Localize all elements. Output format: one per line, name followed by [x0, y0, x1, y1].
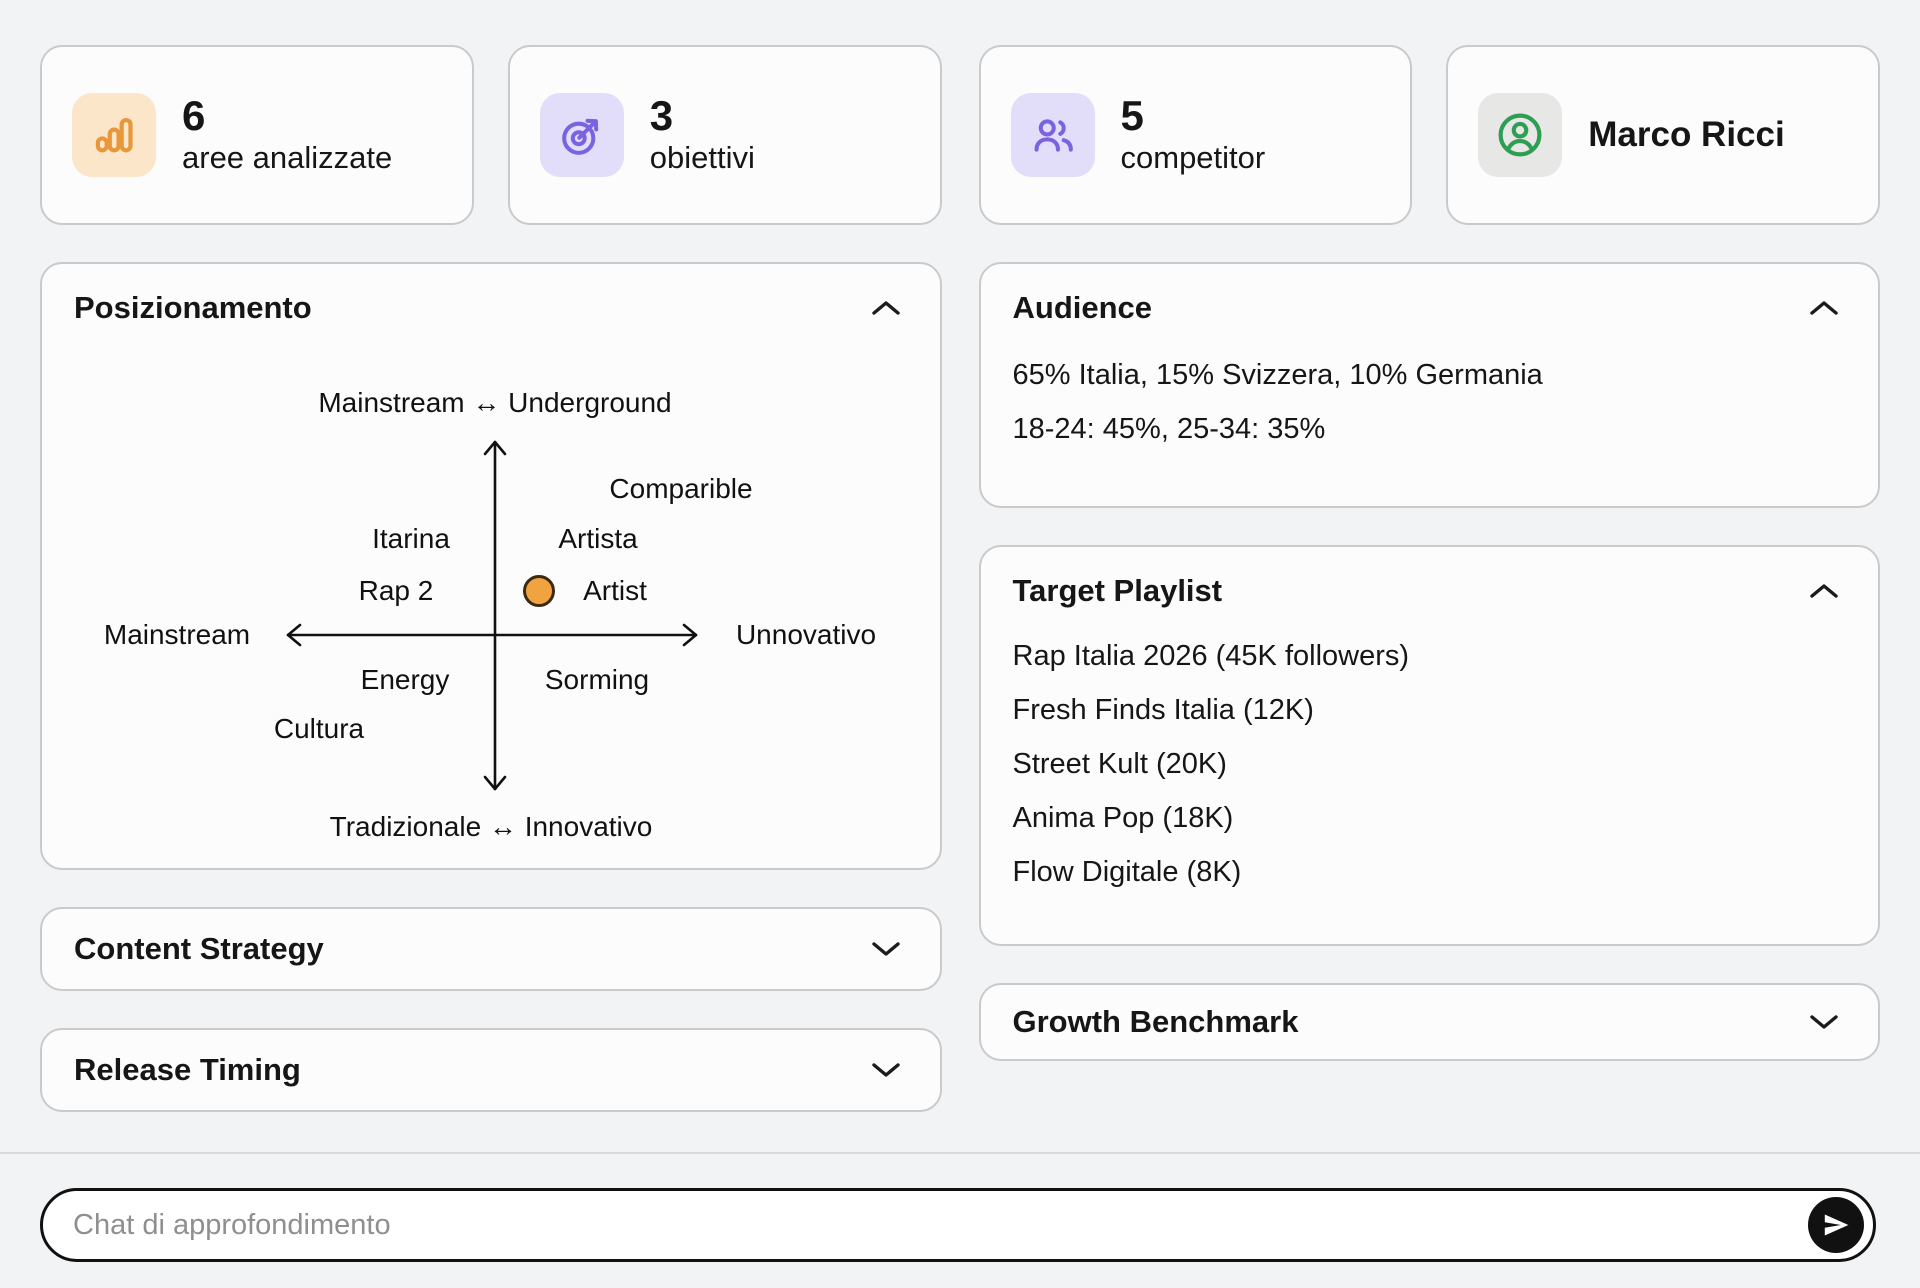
audience-title: Audience: [1012, 290, 1153, 325]
positioning-quadrant-chart: Mainstream ↔ Underground Tradizionale ↔ …: [42, 264, 940, 868]
target-playlist-title: Target Playlist: [1012, 573, 1223, 608]
quadrant-label: Sorming: [544, 664, 650, 695]
chevron-up-icon[interactable]: [1802, 576, 1846, 606]
list-item: Fresh Finds Italia (12K): [1012, 694, 1314, 726]
chat-divider: [0, 1152, 1920, 1154]
positioning-title: Posizionamento: [74, 290, 312, 325]
axis-label-left: Mainstream: [103, 619, 251, 650]
content-strategy-title: Content Strategy: [74, 931, 324, 966]
quadrant-label: Itarina: [372, 523, 450, 554]
axis-label-bottom: Tradizionale ↔ Innovativo: [329, 811, 653, 842]
profile-card: Marco Ricci: [1446, 45, 1880, 225]
right-column: 5 competitor Marco Ricci: [978, 45, 1880, 1112]
list-item: Flow Digitale (8K): [1012, 856, 1242, 888]
list-item: Street Kult (20K): [1012, 748, 1227, 780]
positioning-header[interactable]: Posizionamento: [42, 264, 940, 326]
stat-value: 5: [1120, 91, 1144, 139]
chevron-up-icon[interactable]: [864, 293, 908, 323]
send-button[interactable]: [1808, 1197, 1864, 1253]
audience-stats: 65% Italia, 15% Svizzera, 10% Germania 1…: [981, 326, 1879, 456]
stat-card-obiettivi: 3 obiettivi: [507, 45, 942, 225]
quadrant-label: Cultura: [273, 713, 365, 744]
left-column: 6 aree analizzate 3: [40, 45, 942, 1112]
stat-card-aree-analizzate: 6 aree analizzate: [40, 45, 474, 225]
axis-label-top: Mainstream ↔ Underground: [318, 387, 672, 418]
target-icon: [539, 93, 624, 177]
audience-age: 18-24: 45%, 25-34: 35%: [1012, 413, 1326, 445]
release-timing-card[interactable]: Release Timing: [40, 1028, 942, 1112]
stat-text: 3 obiettivi: [649, 91, 755, 178]
playlist-list: Rap Italia 2026 (45K followers) Fresh Fi…: [981, 609, 1879, 899]
growth-benchmark-card[interactable]: Growth Benchmark: [978, 983, 1880, 1061]
stat-row-left: 6 aree analizzate 3: [40, 45, 942, 225]
user-circle-icon: [1478, 93, 1563, 177]
chevron-down-icon[interactable]: [864, 934, 908, 964]
chat-input[interactable]: [73, 1208, 1808, 1242]
stat-row-right: 5 competitor Marco Ricci: [978, 45, 1880, 225]
content-strategy-card[interactable]: Content Strategy: [40, 907, 942, 991]
target-playlist-card: Target Playlist Rap Italia 2026 (45K fol…: [978, 545, 1880, 946]
growth-benchmark-title: Growth Benchmark: [1012, 1004, 1299, 1039]
profile-name: Marco Ricci: [1588, 115, 1785, 154]
quadrant-label: Energy: [360, 664, 450, 695]
release-timing-title: Release Timing: [74, 1052, 301, 1087]
send-icon: [1822, 1211, 1850, 1239]
artist-point-label: Artist: [583, 575, 647, 606]
stat-label: competitor: [1120, 139, 1266, 175]
positioning-card: Posizionamento Mainstream ↔ Undergro: [40, 262, 942, 870]
artist-data-point: [523, 575, 555, 607]
stat-value: 3: [649, 91, 674, 139]
chevron-up-icon[interactable]: [1802, 293, 1846, 323]
bar-chart-icon: [72, 93, 156, 177]
stat-card-competitor: 5 competitor: [978, 45, 1413, 225]
dashboard-grid: 6 aree analizzate 3: [40, 45, 1880, 1112]
list-item: Anima Pop (18K): [1012, 802, 1234, 834]
list-item: Rap Italia 2026 (45K followers): [1012, 640, 1410, 672]
stat-label: aree analizzate: [182, 139, 393, 175]
quadrant-label: Comparible: [609, 473, 753, 504]
audience-card: Audience 65% Italia, 15% Svizzera, 10% G…: [978, 262, 1880, 508]
axis-label-right: Unnovativo: [735, 619, 877, 650]
chevron-down-icon[interactable]: [864, 1055, 908, 1085]
audience-geo: 65% Italia, 15% Svizzera, 10% Germania: [1012, 359, 1543, 391]
target-playlist-header[interactable]: Target Playlist: [981, 547, 1879, 609]
users-icon: [1010, 93, 1095, 177]
quadrant-label: Artista: [558, 523, 638, 554]
quadrant-axes: [286, 440, 698, 791]
quadrant-label: Rap 2: [358, 575, 434, 606]
stat-label: obiettivi: [649, 139, 755, 175]
stat-text: 5 competitor: [1120, 91, 1266, 178]
stat-value: 6: [182, 91, 206, 139]
audience-header[interactable]: Audience: [981, 264, 1879, 326]
chat-bar: [40, 1188, 1876, 1262]
stat-text: 6 aree analizzate: [182, 91, 393, 178]
chevron-down-icon[interactable]: [1802, 1007, 1846, 1037]
